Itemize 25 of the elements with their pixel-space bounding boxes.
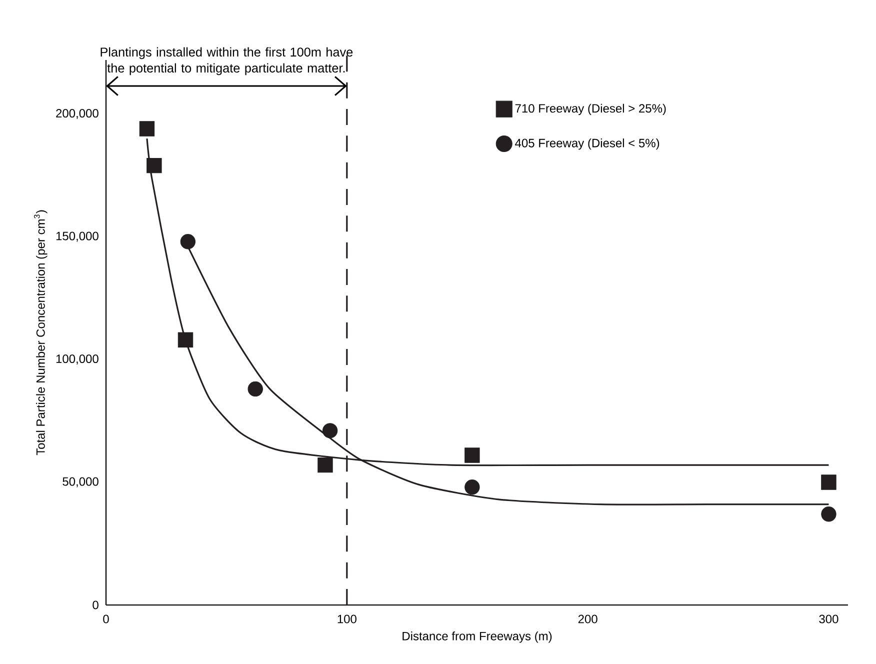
y-tick-label: 150,000 bbox=[56, 232, 98, 242]
point bbox=[178, 332, 194, 348]
point bbox=[821, 474, 836, 490]
point bbox=[322, 423, 338, 438]
point bbox=[146, 158, 162, 174]
legend-label: 710 Freeway (Diesel > 25%) bbox=[515, 104, 666, 116]
y-axis-title: Total Particle Number Concentration (per cm$^{3}$) bbox=[34, 210, 48, 456]
annotation: Plantings installed within the first 100m have the potential to mitigate particulate matter. bbox=[100, 47, 353, 76]
legend-label: 405 Freeway (Diesel < 5%) bbox=[515, 138, 660, 150]
x-tick-label: 300 bbox=[819, 614, 838, 624]
point bbox=[464, 448, 480, 463]
point bbox=[464, 480, 480, 495]
y-tick-label: 0 bbox=[92, 600, 98, 610]
point bbox=[248, 381, 263, 397]
point bbox=[318, 457, 333, 473]
point bbox=[180, 234, 196, 250]
point bbox=[139, 121, 155, 136]
point bbox=[821, 506, 836, 522]
y-tick-label: 200,000 bbox=[56, 109, 98, 119]
x-tick-label: 0 bbox=[103, 614, 109, 624]
x-tick-label: 200 bbox=[578, 614, 598, 624]
x-tick-label: 100 bbox=[338, 614, 356, 624]
y-tick-label: 100,000 bbox=[56, 354, 98, 364]
y-tick-label: 50,000 bbox=[62, 477, 98, 488]
x-axis-title: Distance from Freeways (m) bbox=[402, 632, 552, 643]
